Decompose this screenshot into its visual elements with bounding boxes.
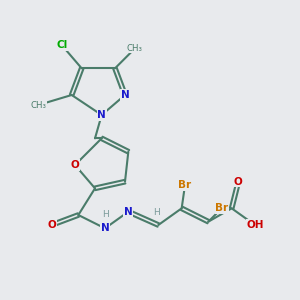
Text: N: N (124, 207, 133, 217)
Text: Cl: Cl (56, 40, 67, 50)
Text: H: H (153, 208, 160, 217)
Text: CH₃: CH₃ (30, 100, 46, 109)
Text: H: H (102, 210, 109, 219)
Text: OH: OH (246, 220, 264, 230)
Text: Br: Br (215, 203, 228, 213)
Text: CH₃: CH₃ (127, 44, 143, 53)
Text: Br: Br (178, 180, 192, 190)
Text: N: N (121, 90, 129, 100)
Text: N: N (97, 110, 106, 120)
Text: N: N (100, 223, 109, 233)
Text: O: O (70, 160, 80, 170)
Text: O: O (47, 220, 56, 230)
Text: O: O (234, 177, 243, 187)
